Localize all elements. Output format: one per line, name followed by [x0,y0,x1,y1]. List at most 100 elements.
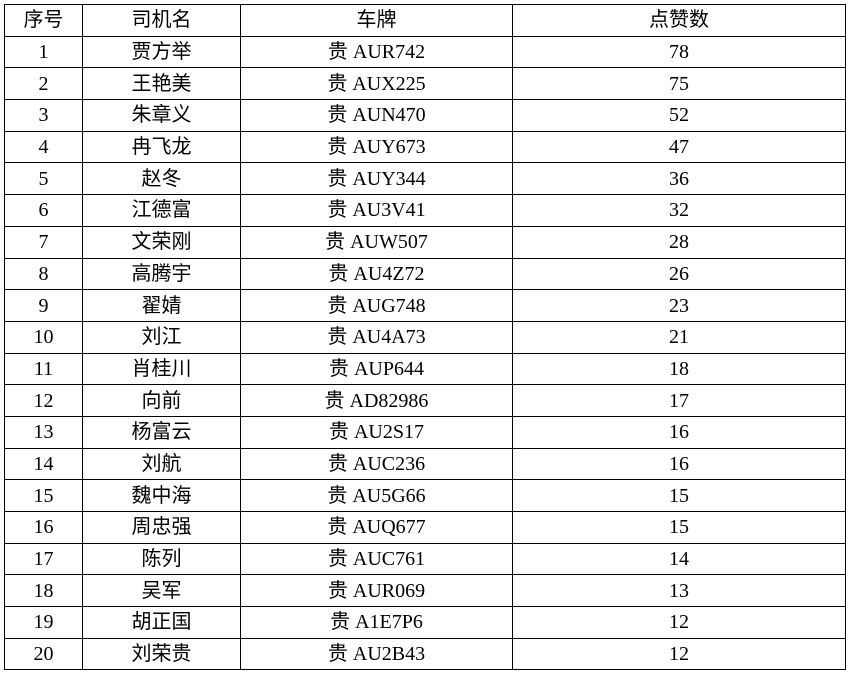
driver-name-cell: 翟婧 [82,289,241,322]
driver-name-cell: 杨富云 [82,415,241,449]
likes-cell: 23 [512,289,846,322]
plate-cell: 贵 AU4Z72 [240,257,513,291]
index-cell: 4 [4,130,83,164]
table-row: 13 杨富云贵 AU2S17 16 [4,415,846,449]
table-row: 14 刘航贵 AUC236 16 [4,447,846,481]
header-plate: 车牌 [240,4,513,37]
likes-cell: 16 [512,415,846,449]
driver-name-cell: 朱章义 [82,99,241,132]
driver-name-cell: 肖桂川 [82,352,241,386]
driver-name-cell: 刘航 [82,447,241,481]
driver-name-cell: 周忠强 [82,511,241,544]
plate-cell: 贵 AUR069 [240,574,513,608]
table-row: 11 肖桂川贵 AUP644 18 [4,352,846,386]
plate-cell: 贵 AU2S17 [240,415,513,449]
table-row: 6 江德富贵 AU3V41 32 [4,194,846,227]
index-cell: 17 [4,542,83,576]
index-cell: 11 [4,352,83,386]
index-cell: 6 [4,194,83,227]
plate-cell: 贵 AUQ677 [240,511,513,544]
plate-cell: 贵 AUR742 [240,35,513,69]
plate-cell: 贵 A1E7P6 [240,606,513,639]
plate-cell: 贵 AU3V41 [240,194,513,227]
driver-name-cell: 向前 [82,384,241,417]
table-row: 2 王艳美贵 AUX225 75 [4,67,846,101]
likes-cell: 15 [512,511,846,544]
plate-cell: 贵 AUC761 [240,542,513,576]
likes-cell: 28 [512,225,846,259]
likes-cell: 47 [512,130,846,164]
likes-cell: 17 [512,384,846,417]
plate-cell: 贵 AUG748 [240,289,513,322]
likes-cell: 36 [512,162,846,196]
plate-cell: 贵 AUP644 [240,352,513,386]
likes-cell: 26 [512,257,846,291]
plate-cell: 贵 AUN470 [240,99,513,132]
plate-cell: 贵 AD82986 [240,384,513,417]
likes-cell: 13 [512,574,846,608]
table-row: 9 翟婧贵 AUG748 23 [4,289,846,322]
plate-cell: 贵 AU5G66 [240,479,513,512]
driver-likes-table: 序号 司机名 车牌 点赞数 1 贾方举贵 AUR742 78 2 王艳美贵 AUX225… [4,4,846,671]
index-cell: 16 [4,511,83,544]
index-cell: 20 [4,637,83,671]
table-row: 19 胡正国贵 A1E7P6 12 [4,606,846,639]
plate-cell: 贵 AUY344 [240,162,513,196]
index-cell: 8 [4,257,83,291]
plate-cell: 贵 AU4A73 [240,320,513,354]
likes-cell: 78 [512,35,846,69]
table-row: 7 文荣刚贵 AUW507 28 [4,225,846,259]
table-row: 5 赵冬贵 AUY344 36 [4,162,846,196]
likes-cell: 16 [512,447,846,481]
header-likes: 点赞数 [512,4,846,37]
index-cell: 19 [4,606,83,639]
plate-cell: 贵 AUY673 [240,130,513,164]
likes-cell: 32 [512,194,846,227]
index-cell: 2 [4,67,83,101]
table-row: 16 周忠强贵 AUQ677 15 [4,511,846,544]
driver-name-cell: 冉飞龙 [82,130,241,164]
driver-name-cell: 赵冬 [82,162,241,196]
likes-cell: 18 [512,352,846,386]
driver-name-cell: 魏中海 [82,479,241,512]
index-cell: 9 [4,289,83,322]
driver-name-cell: 刘荣贵 [82,637,241,671]
plate-cell: 贵 AU2B43 [240,637,513,671]
driver-name-cell: 陈列 [82,542,241,576]
plate-cell: 贵 AUC236 [240,447,513,481]
driver-name-cell: 胡正国 [82,606,241,639]
table-row: 15 魏中海贵 AU5G66 15 [4,479,846,512]
likes-cell: 15 [512,479,846,512]
likes-cell: 12 [512,637,846,671]
likes-cell: 12 [512,606,846,639]
header-index: 序号 [4,4,83,37]
table-row: 20 刘荣贵贵 AU2B43 12 [4,637,846,671]
driver-name-cell: 吴军 [82,574,241,608]
table-row: 4 冉飞龙贵 AUY673 47 [4,130,846,164]
likes-cell: 75 [512,67,846,101]
index-cell: 7 [4,225,83,259]
likes-cell: 14 [512,542,846,576]
index-cell: 5 [4,162,83,196]
index-cell: 15 [4,479,83,512]
driver-name-cell: 文荣刚 [82,225,241,259]
driver-name-cell: 江德富 [82,194,241,227]
table-row: 1 贾方举贵 AUR742 78 [4,35,846,69]
plate-cell: 贵 AUX225 [240,67,513,101]
table-row: 18 吴军贵 AUR069 13 [4,574,846,608]
header-row: 序号 司机名 车牌 点赞数 [4,4,846,37]
index-cell: 3 [4,99,83,132]
driver-name-cell: 贾方举 [82,35,241,69]
table-row: 10 刘江贵 AU4A73 21 [4,320,846,354]
driver-name-cell: 王艳美 [82,67,241,101]
index-cell: 18 [4,574,83,608]
table-row: 12 向前贵 AD82986 17 [4,384,846,417]
driver-name-cell: 刘江 [82,320,241,354]
likes-cell: 21 [512,320,846,354]
index-cell: 1 [4,35,83,69]
table-row: 17 陈列贵 AUC761 14 [4,542,846,576]
index-cell: 14 [4,447,83,481]
index-cell: 12 [4,384,83,417]
table-row: 3 朱章义贵 AUN470 52 [4,99,846,132]
header-driver-name: 司机名 [82,4,241,37]
